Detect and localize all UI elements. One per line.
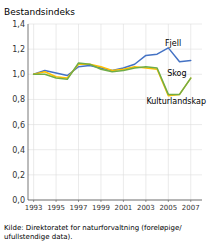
- chart: 0,0 0,2 0,4 0,6 0,8 1,0 1,2 1,4 1993 1995 1997 1999…: [0, 0, 208, 244]
- x-grid-line: [78, 24, 79, 200]
- annotation: Skog: [167, 69, 186, 78]
- y-axis-label: Bestandsindeks: [4, 7, 75, 17]
- y-axis-line: [28, 24, 29, 200]
- y-tick-label: 1,2: [12, 45, 25, 54]
- y-tick-label: 0,0: [12, 196, 25, 205]
- y-grid-line: [28, 149, 202, 150]
- y-tick-label: 0,8: [12, 95, 25, 104]
- x-grid-line: [123, 24, 124, 200]
- source-text: Kilde: Direktoratet for naturforvaltning…: [4, 224, 182, 241]
- source-line: Kilde: Direktoratet for naturforvaltning…: [4, 224, 182, 232]
- x-tick-label: 1993: [25, 204, 43, 212]
- x-tick-label: 1997: [70, 204, 88, 212]
- y-tick-label: 0,2: [12, 171, 25, 180]
- x-axis-line: [28, 200, 202, 201]
- x-grid-line: [168, 24, 169, 200]
- x-grid-line: [145, 24, 146, 200]
- x-tick-label: 2005: [159, 204, 177, 212]
- x-grid-line: [190, 24, 191, 200]
- x-tick-label: 2007: [182, 204, 200, 212]
- annotation: Kulturlandskap: [146, 97, 206, 106]
- y-tick-label: 0,4: [12, 146, 25, 155]
- x-tick-label: 1999: [92, 204, 110, 212]
- y-grid-line: [28, 24, 202, 25]
- x-grid-line: [100, 24, 101, 200]
- x-tick-label: 1995: [47, 204, 65, 212]
- plot-area: [34, 48, 191, 96]
- y-grid-line: [28, 49, 202, 50]
- y-tick-label: 1,4: [12, 20, 25, 29]
- x-tick-label: 2003: [137, 204, 155, 212]
- x-grid-line: [33, 24, 34, 200]
- y-tick-label: 0,6: [12, 121, 25, 130]
- y-grid-line: [28, 124, 202, 125]
- series-line: [34, 63, 191, 94]
- annotation: Fjell: [165, 39, 181, 48]
- annotations: Fjell Skog Kulturlandskap: [146, 39, 206, 106]
- grid: [28, 24, 202, 200]
- y-grid-line: [28, 200, 202, 201]
- source-line: ufullstendige data).: [4, 233, 72, 241]
- y-tick-label: 1,0: [12, 70, 25, 79]
- x-tick-label: 2001: [115, 204, 133, 212]
- axes: 0,0 0,2 0,4 0,6 0,8 1,0 1,2 1,4 1993 1995 1997 1999…: [12, 20, 202, 212]
- x-grid-line: [56, 24, 57, 200]
- y-grid-line: [28, 174, 202, 175]
